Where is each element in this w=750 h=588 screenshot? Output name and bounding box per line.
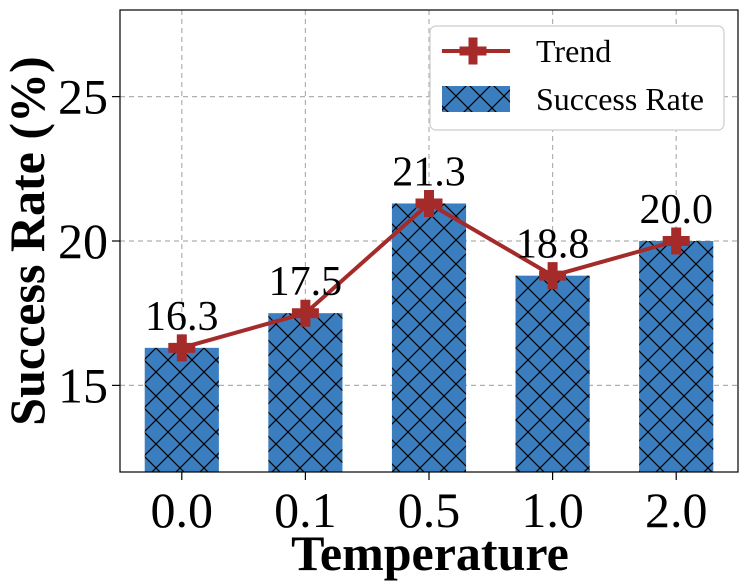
bar-0.5: [391, 203, 467, 472]
y-tick-label-0: 15: [58, 357, 108, 413]
y-tick-label-1: 20: [58, 213, 108, 269]
data-label-0.0: 16.3: [145, 294, 219, 340]
legend-trend-label: Trend: [536, 33, 611, 69]
trend-marker-0.0: [168, 334, 196, 362]
trend-marker-0.5: [415, 189, 443, 217]
x-tick-label-1: 0.1: [274, 482, 337, 538]
bar-2.0: [639, 241, 714, 472]
y-tick-label-2: 25: [58, 69, 108, 125]
data-label-1.0: 18.8: [516, 222, 590, 268]
x-ticks: 0.0 0.1 0.5 1.0 2.0: [151, 472, 708, 538]
legend-success-rate-label: Success Rate: [536, 81, 704, 117]
y-ticks: 15 20 25: [58, 69, 120, 413]
bar-0.0: [144, 347, 219, 472]
x-axis-title: Temperature: [291, 525, 569, 581]
bar-1.0: [515, 275, 590, 472]
data-label-2.0: 20.0: [639, 187, 713, 233]
x-tick-label-3: 1.0: [521, 482, 584, 538]
legend: Trend Success Rate: [429, 25, 725, 131]
trend-line-group: [168, 189, 690, 362]
y-axis-title: Success Rate (%): [0, 56, 55, 425]
bar-0.1: [268, 313, 343, 472]
data-label-0.5: 21.3: [392, 149, 466, 195]
legend-success-rate-swatch: [442, 86, 510, 112]
bars-group: [144, 203, 714, 472]
trend-marker-0.1: [291, 299, 319, 327]
data-labels-group: 16.3 17.5 21.3 18.8 20.0: [145, 149, 713, 339]
trend-marker-1.0: [539, 262, 567, 290]
x-tick-label-2: 0.5: [398, 482, 461, 538]
data-label-0.1: 17.5: [269, 259, 343, 305]
x-tick-label-0: 0.0: [151, 482, 214, 538]
legend-trend-marker: [442, 37, 510, 65]
trend-marker-2.0: [662, 227, 690, 255]
x-tick-label-4: 2.0: [645, 482, 708, 538]
